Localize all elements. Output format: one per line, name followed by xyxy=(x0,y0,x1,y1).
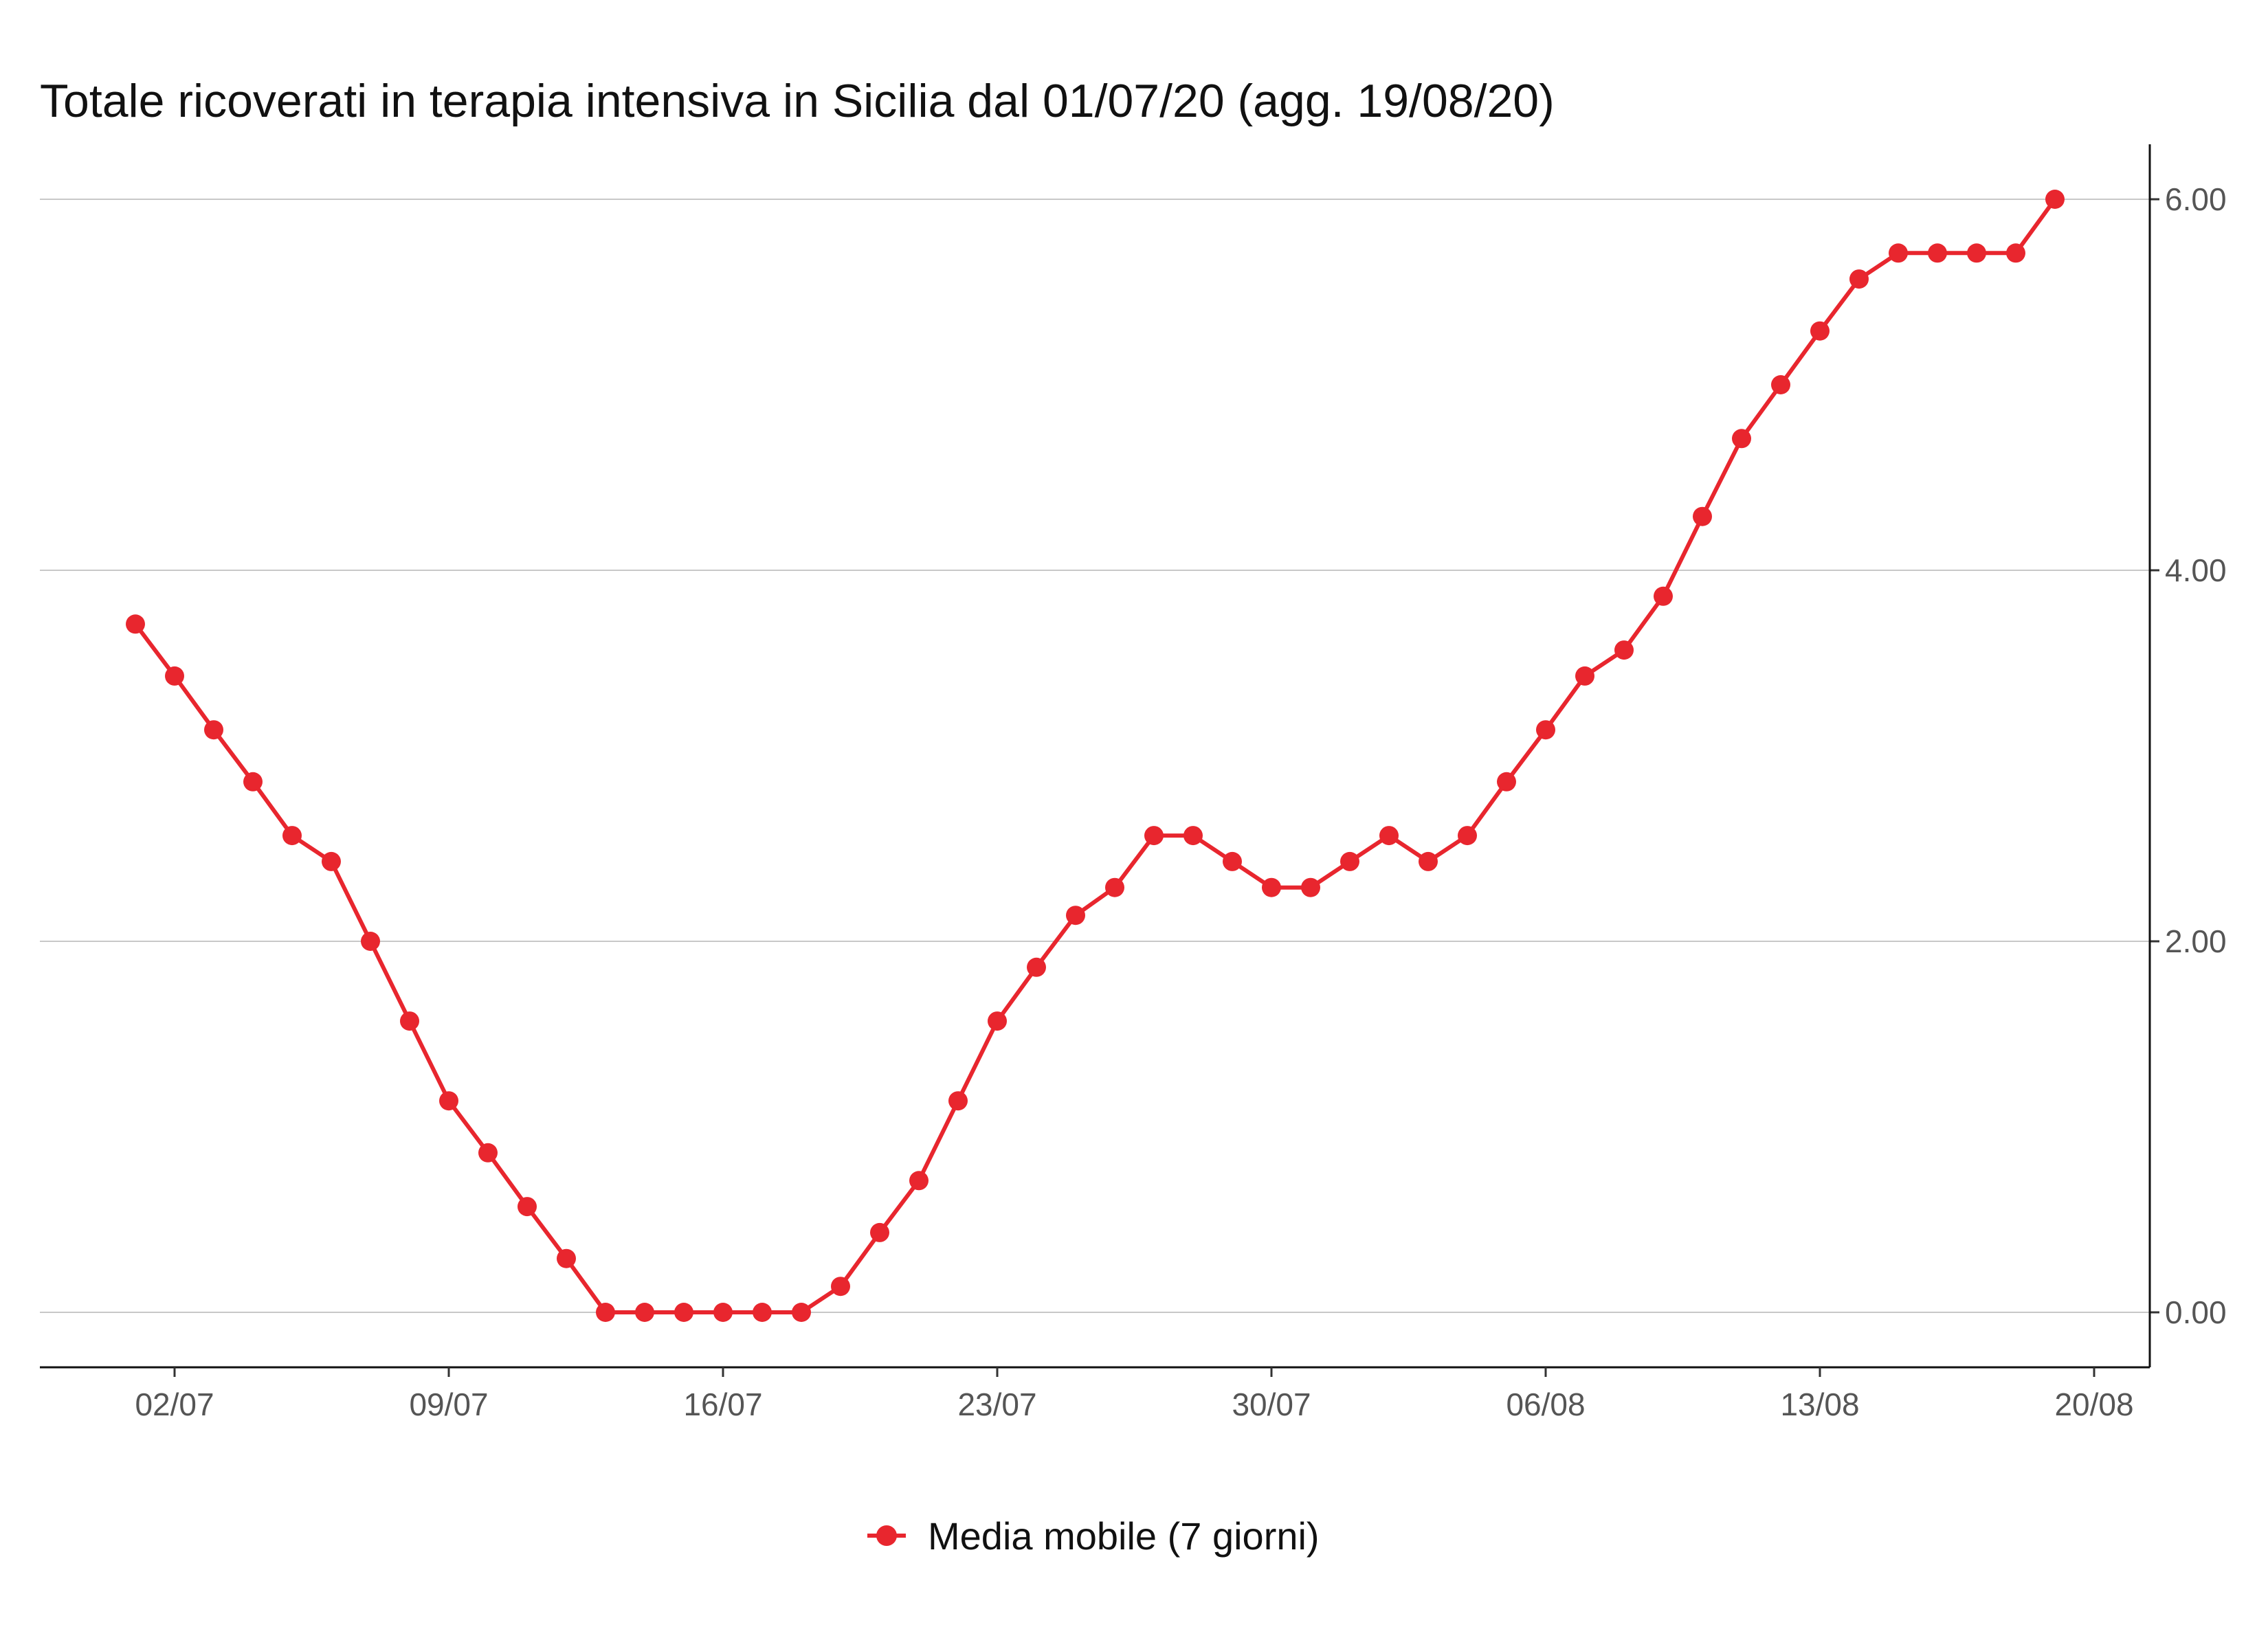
y-tick-label: 0.00 xyxy=(2165,1294,2227,1330)
data-point xyxy=(792,1303,811,1322)
data-point xyxy=(2006,243,2025,263)
data-point xyxy=(1889,243,1908,263)
data-point xyxy=(518,1197,537,1217)
data-point xyxy=(282,826,302,846)
x-tick-label: 13/08 xyxy=(1780,1387,1859,1422)
gridlines xyxy=(40,199,2150,1313)
x-tick-label: 06/08 xyxy=(1506,1387,1585,1422)
axes: 0.00 2.00 4.00 6.00 02/07 09/07 16/07 23/07 30/0… xyxy=(40,144,2227,1422)
data-point xyxy=(909,1171,929,1191)
data-point xyxy=(988,1011,1007,1031)
data-point xyxy=(948,1091,968,1111)
data-point xyxy=(439,1091,458,1111)
x-tick-label: 02/07 xyxy=(135,1387,214,1422)
data-point xyxy=(478,1143,498,1163)
data-point xyxy=(1223,851,1242,871)
data-point xyxy=(1536,720,1555,740)
data-point xyxy=(1027,957,1046,977)
y-tick-label: 6.00 xyxy=(2165,181,2227,217)
x-tick-label: 09/07 xyxy=(409,1387,488,1422)
legend: Media mobile (7 giorni) xyxy=(867,1514,1320,1558)
data-point xyxy=(1614,640,1634,660)
data-point xyxy=(1144,826,1164,846)
legend-marker-swatch xyxy=(876,1525,897,1546)
data-point xyxy=(204,720,223,740)
data-point xyxy=(1967,243,1986,263)
data-point xyxy=(1575,666,1594,686)
data-point xyxy=(753,1303,772,1322)
x-tick-label: 23/07 xyxy=(957,1387,1036,1422)
legend-label: Media mobile (7 giorni) xyxy=(928,1514,1320,1558)
data-point xyxy=(1458,826,1477,846)
data-point xyxy=(713,1303,733,1322)
data-point xyxy=(1301,877,1320,897)
chart-title: Totale ricoverati in terapia intensiva i… xyxy=(40,75,1555,127)
data-point xyxy=(1105,877,1124,897)
data-point xyxy=(870,1222,889,1242)
y-tick-label: 2.00 xyxy=(2165,923,2227,959)
data-point xyxy=(243,772,263,792)
data-point xyxy=(400,1011,419,1031)
data-point xyxy=(361,932,380,951)
data-point xyxy=(1771,375,1790,394)
data-point xyxy=(1654,586,1673,606)
series-line xyxy=(133,198,2057,1314)
data-point xyxy=(1183,826,1203,846)
y-tick-label: 4.00 xyxy=(2165,552,2227,588)
data-point xyxy=(1379,826,1399,846)
data-point xyxy=(557,1248,576,1268)
data-point xyxy=(596,1303,615,1322)
data-point xyxy=(1732,429,1751,449)
data-point xyxy=(635,1303,654,1322)
series-layer xyxy=(126,190,2065,1322)
data-point xyxy=(674,1303,693,1322)
data-point xyxy=(1497,772,1516,792)
data-point xyxy=(322,851,341,871)
data-point xyxy=(165,666,184,686)
x-tick-label: 20/08 xyxy=(2054,1387,2133,1422)
data-point xyxy=(1928,243,1947,263)
data-point xyxy=(1810,321,1830,341)
data-point xyxy=(1262,877,1281,897)
data-point xyxy=(1693,506,1712,526)
x-tick-label: 30/07 xyxy=(1232,1387,1311,1422)
data-point xyxy=(126,614,145,634)
data-point xyxy=(1066,906,1085,926)
data-point xyxy=(1419,851,1438,871)
data-point xyxy=(1849,269,1869,289)
data-point xyxy=(2045,190,2065,209)
data-point xyxy=(831,1277,850,1297)
x-tick-label: 16/07 xyxy=(683,1387,762,1422)
data-point xyxy=(1340,851,1359,871)
